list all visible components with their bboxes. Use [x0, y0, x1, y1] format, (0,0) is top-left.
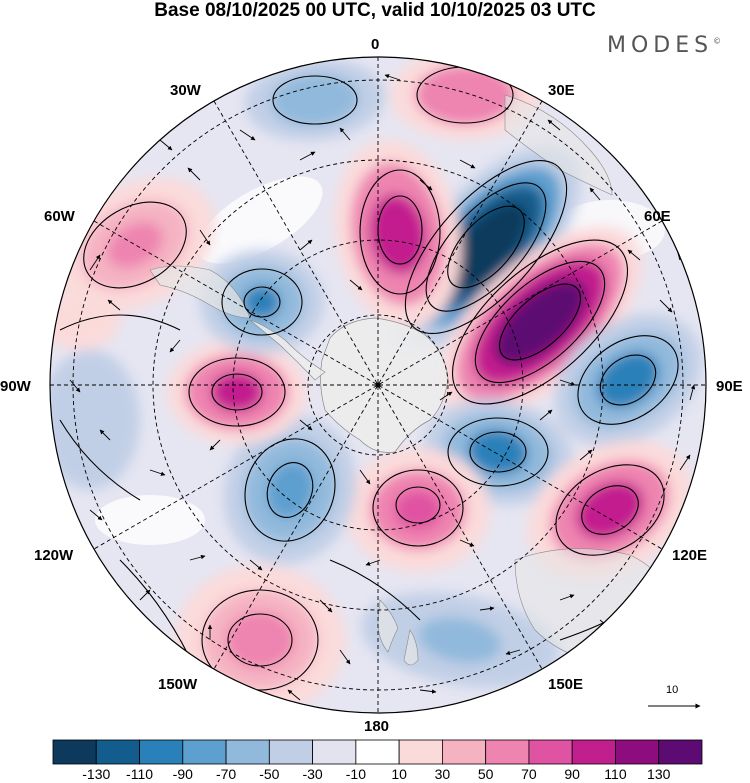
colorbar-swatch	[355, 739, 400, 765]
label-150e: 150E	[548, 676, 584, 693]
label-120e: 120E	[672, 547, 708, 564]
label-30e: 30E	[548, 82, 575, 99]
blue-anomaly-90e	[554, 313, 702, 447]
colorbar-swatch	[312, 739, 357, 765]
label-90e: 90E	[716, 378, 743, 395]
colorbar-label: 30	[434, 766, 451, 782]
wind-reference-label: 10	[666, 684, 679, 696]
anomaly-fills	[50, 57, 702, 713]
colorbar-swatch	[658, 739, 703, 765]
colorbar-label: 70	[521, 766, 537, 782]
colorbar-swatch	[485, 739, 530, 765]
south-pole-marker	[375, 382, 381, 388]
label-120w: 120W	[34, 547, 74, 564]
modes-logo: MODES©	[607, 33, 721, 58]
south-america-landmass	[149, 265, 251, 319]
map-title: Base 08/10/2025 00 UTC, valid 10/10/2025…	[154, 0, 596, 21]
label-0: 0	[371, 36, 380, 53]
blue-anomaly-30w	[245, 59, 385, 141]
colorbar-swatch	[182, 739, 227, 765]
label-90w: 90W	[0, 378, 31, 395]
colorbar-label: 110	[604, 766, 627, 782]
magenta-anomaly-90w	[167, 340, 307, 444]
brand-text: MODES	[607, 33, 714, 58]
blue-anomaly-120w	[223, 416, 357, 564]
colorbar-label: -110	[126, 766, 154, 782]
colorbar-swatch	[268, 739, 314, 765]
africa-landmass	[504, 94, 613, 196]
purple-anomaly-60e	[438, 226, 642, 418]
neutral-band	[95, 495, 205, 545]
colorbar-swatch	[398, 739, 443, 765]
map-boundary	[49, 56, 707, 714]
label-60w: 60W	[44, 208, 75, 225]
colorbar-swatch	[615, 739, 660, 765]
colorbar-swatch	[95, 739, 140, 765]
map-field	[50, 57, 706, 713]
label-60e: 60E	[644, 208, 671, 225]
label-150w: 150W	[158, 676, 198, 693]
colorbar-label: 10	[391, 766, 407, 782]
colorbar-label: -10	[345, 766, 366, 782]
label-180: 180	[364, 718, 390, 735]
colorbar-swatch	[528, 739, 573, 765]
graticule	[50, 57, 706, 713]
magenta-anomaly-120e	[527, 440, 693, 580]
colorbar-label: -50	[259, 766, 280, 782]
blue-anomaly-60w	[200, 250, 324, 354]
colorbar-swatch	[225, 739, 270, 765]
colorbar-swatch	[441, 739, 487, 765]
colorbar	[52, 739, 703, 765]
colorbar-label: -30	[302, 766, 323, 782]
new-zealand-landmass	[377, 599, 419, 666]
wind-vectors	[69, 57, 696, 701]
colorbar-swatch	[571, 739, 616, 765]
blue-anomaly-90w-outer	[50, 350, 140, 490]
pink-anomaly-150w	[175, 565, 345, 713]
colorbar-swatch	[52, 739, 97, 765]
neutral-band	[197, 176, 323, 264]
colorbar-swatch	[139, 739, 184, 765]
colorbar-label: -130	[82, 766, 111, 782]
colorbar-label: -90	[172, 766, 193, 782]
colorbar-label: -70	[215, 766, 237, 782]
label-30w: 30W	[170, 82, 201, 99]
antarctica-landmass	[320, 317, 449, 453]
colorbar-label: 50	[477, 766, 494, 782]
brand-mark: ©	[713, 36, 722, 46]
colorbar-label: 130	[647, 766, 671, 782]
magenta-anomaly-170e	[346, 448, 490, 572]
colorbar-label: 90	[564, 766, 580, 782]
